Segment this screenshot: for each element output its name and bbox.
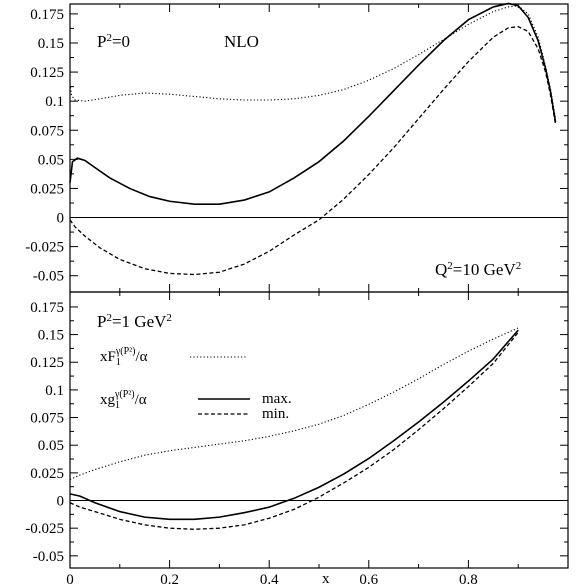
legend-label-polarized: xg1γ(P²)/α — [100, 389, 147, 411]
bottom-y-tick-label: 0.15 — [38, 328, 64, 344]
bottom-y-tick-label: 0.025 — [30, 466, 64, 482]
bottom-y-tick-label: -0.05 — [33, 549, 64, 565]
x-axis-label: x — [322, 571, 330, 587]
top-y-tick-label: 0.025 — [30, 181, 64, 197]
top-y-tick-label: 0.05 — [38, 152, 64, 168]
bottom-series-dashed — [69, 331, 519, 530]
bottom-y-tick-label: 0.075 — [30, 411, 64, 427]
bottom-y-tick-label: -0.025 — [25, 521, 64, 537]
x-tick-label: 0.6 — [359, 572, 378, 587]
bottom-y-tick-label: 0 — [57, 494, 65, 510]
bottom-condition-label: P2=1 GeV2 — [97, 312, 172, 331]
top-scale-label: Q2=10 GeV2 — [435, 260, 521, 279]
bottom-y-tick-label: 0.05 — [38, 438, 64, 454]
legend: xF1γ(P²)/α xg1γ(P²)/α max. min. — [100, 346, 292, 422]
top-panel: 0.175 0.15 0.125 0.1 0.075 0.05 0.025 0 -0.025 -0… — [25, 2, 569, 293]
x-tick-label: 0 — [66, 572, 74, 587]
legend-tag-max: max. — [262, 391, 292, 407]
top-series-dotted — [69, 5, 557, 119]
top-y-tick-label: 0 — [57, 211, 65, 227]
top-y-tick-label: 0.125 — [30, 65, 64, 81]
top-series-solid — [69, 2, 557, 205]
legend-tag-min: min. — [262, 406, 289, 422]
top-condition-label: P2=0 — [97, 32, 130, 51]
top-y-tick-label: -0.025 — [25, 240, 64, 256]
bottom-y-tick-label: 0.175 — [30, 300, 64, 316]
top-y-tick-label: 0.075 — [30, 123, 64, 139]
legend-label-structure-function: xF1γ(P²)/α — [100, 346, 148, 368]
x-tick-label: 0.8 — [459, 572, 478, 587]
x-tick-label: 0.4 — [260, 572, 279, 587]
top-y-tick-label: 0.1 — [45, 94, 64, 110]
top-y-tick-label: 0.175 — [30, 7, 64, 23]
top-y-tick-label: -0.05 — [33, 269, 64, 285]
top-series-dashed — [69, 26, 557, 276]
top-y-tick-label: 0.15 — [38, 36, 64, 52]
bottom-y-tick-label: 0.125 — [30, 355, 64, 371]
top-order-label: NLO — [224, 32, 259, 51]
x-tick-label: 0.2 — [160, 572, 179, 587]
bottom-series-solid — [69, 329, 519, 521]
bottom-y-tick-label: 0.1 — [45, 383, 64, 399]
bottom-panel: 0.175 0.15 0.125 0.1 0.075 0.05 0.025 0 -0.025 -0… — [25, 291, 569, 587]
